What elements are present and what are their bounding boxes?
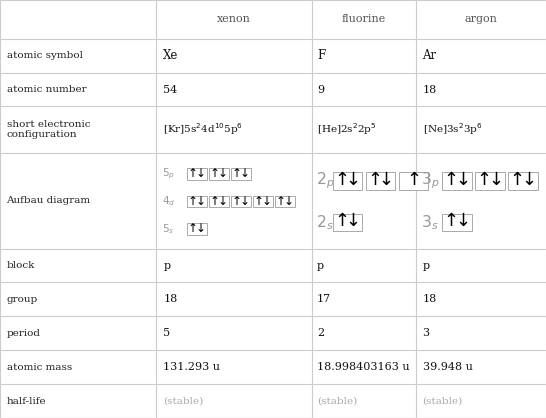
Text: ↑: ↑ <box>188 194 198 207</box>
Text: group: group <box>7 295 38 304</box>
Text: ↑: ↑ <box>334 171 349 189</box>
Bar <box>231 196 251 207</box>
Text: xenon: xenon <box>217 14 251 24</box>
Text: ↓: ↓ <box>346 171 361 189</box>
Text: ↓: ↓ <box>195 194 206 207</box>
Text: p: p <box>163 260 170 270</box>
Text: (stable): (stable) <box>317 397 357 405</box>
Text: ↓: ↓ <box>379 171 394 189</box>
Bar <box>187 168 206 180</box>
Text: $2_{s}$: $2_{s}$ <box>316 213 334 232</box>
Text: atomic mass: atomic mass <box>7 363 72 372</box>
Bar <box>209 168 229 180</box>
Text: block: block <box>7 261 35 270</box>
Text: period: period <box>7 329 40 338</box>
Text: ↓: ↓ <box>195 167 206 180</box>
Bar <box>442 172 472 190</box>
Text: 2: 2 <box>317 328 324 338</box>
Bar <box>209 196 229 207</box>
Text: ↓: ↓ <box>218 194 228 207</box>
Text: ↑: ↑ <box>443 171 459 189</box>
Bar <box>333 172 362 190</box>
Text: ↓: ↓ <box>488 171 503 189</box>
Text: ↑: ↑ <box>367 171 382 189</box>
Bar <box>333 214 362 231</box>
Text: 18: 18 <box>423 294 437 304</box>
Text: ↑: ↑ <box>443 212 459 230</box>
Bar <box>187 223 206 235</box>
Text: 18: 18 <box>163 294 177 304</box>
Text: $3_{s}$: $3_{s}$ <box>422 213 439 232</box>
Text: ↑: ↑ <box>188 167 198 180</box>
Text: 131.293 u: 131.293 u <box>163 362 221 372</box>
Text: Ar: Ar <box>423 49 437 62</box>
Text: ↑: ↑ <box>188 222 198 235</box>
Bar <box>399 172 429 190</box>
Bar <box>253 196 273 207</box>
Text: ↑: ↑ <box>210 167 220 180</box>
Text: ↓: ↓ <box>240 167 250 180</box>
Text: ↑: ↑ <box>232 194 242 207</box>
Bar <box>231 168 251 180</box>
Text: [He]2s$^2$2p$^5$: [He]2s$^2$2p$^5$ <box>317 122 377 138</box>
Text: ↑: ↑ <box>477 171 491 189</box>
Text: 9: 9 <box>317 84 324 94</box>
Text: ↓: ↓ <box>521 171 537 189</box>
Text: Aufbau diagram: Aufbau diagram <box>7 196 91 205</box>
Bar <box>508 172 538 190</box>
Text: p: p <box>423 260 430 270</box>
Text: ↑: ↑ <box>232 167 242 180</box>
Text: ↑: ↑ <box>334 212 349 230</box>
Text: (stable): (stable) <box>423 397 463 405</box>
Text: 17: 17 <box>317 294 331 304</box>
Text: ↓: ↓ <box>284 194 294 207</box>
Text: argon: argon <box>465 14 497 24</box>
Text: $2_{p}$: $2_{p}$ <box>316 171 335 191</box>
Text: ↓: ↓ <box>195 222 206 235</box>
Bar <box>187 196 206 207</box>
Text: atomic symbol: atomic symbol <box>7 51 82 60</box>
Text: half-life: half-life <box>7 397 46 405</box>
Text: $5_{p}$: $5_{p}$ <box>162 167 175 181</box>
Bar <box>366 172 395 190</box>
Text: short electronic
configuration: short electronic configuration <box>7 120 90 139</box>
Text: ↓: ↓ <box>455 171 470 189</box>
Text: (stable): (stable) <box>163 397 204 405</box>
Text: [Ne]3s$^2$3p$^6$: [Ne]3s$^2$3p$^6$ <box>423 122 482 138</box>
Text: ↓: ↓ <box>346 212 361 230</box>
Text: 18.998403163 u: 18.998403163 u <box>317 362 410 372</box>
Text: 54: 54 <box>163 84 177 94</box>
Text: ↑: ↑ <box>254 194 264 207</box>
Text: atomic number: atomic number <box>7 85 86 94</box>
Text: 39.948 u: 39.948 u <box>423 362 472 372</box>
Text: ↓: ↓ <box>262 194 272 207</box>
Text: fluorine: fluorine <box>342 14 386 24</box>
Text: [Kr]5s$^2$4d$^{10}$5p$^6$: [Kr]5s$^2$4d$^{10}$5p$^6$ <box>163 122 244 138</box>
Text: 18: 18 <box>423 84 437 94</box>
Text: $4_{d}$: $4_{d}$ <box>162 195 175 209</box>
Text: p: p <box>317 260 324 270</box>
Bar <box>275 196 295 207</box>
Text: 3: 3 <box>423 328 430 338</box>
Text: ↑: ↑ <box>276 194 286 207</box>
Text: ↑: ↑ <box>406 171 421 189</box>
Text: ↓: ↓ <box>455 212 470 230</box>
Text: 5: 5 <box>163 328 170 338</box>
Text: ↓: ↓ <box>240 194 250 207</box>
Text: ↓: ↓ <box>218 167 228 180</box>
Bar <box>475 172 505 190</box>
Bar <box>442 214 472 231</box>
Text: F: F <box>317 49 325 62</box>
Text: $3_{p}$: $3_{p}$ <box>422 171 440 191</box>
Text: ↑: ↑ <box>509 171 525 189</box>
Text: Xe: Xe <box>163 49 179 62</box>
Text: ↑: ↑ <box>210 194 220 207</box>
Text: $5_{s}$: $5_{s}$ <box>162 222 174 236</box>
